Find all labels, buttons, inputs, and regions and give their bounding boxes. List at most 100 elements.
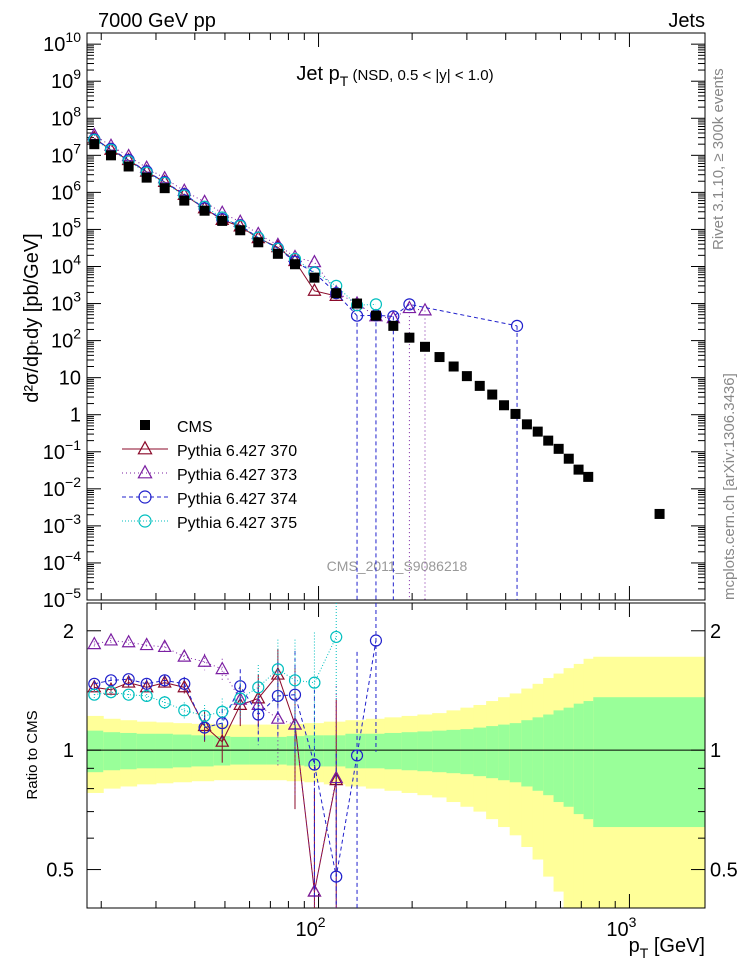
cms-point [404, 332, 415, 343]
y-tick-label: 1010 [43, 29, 81, 56]
y-tick-exp: 8 [73, 103, 81, 119]
series-point [307, 283, 322, 296]
cms-point [199, 205, 210, 216]
series-point [417, 302, 433, 316]
x-label-sub: T [640, 945, 649, 961]
cms-point [309, 272, 320, 283]
cms-point [159, 183, 170, 194]
ratio-point [157, 639, 172, 653]
ratio-tick-label-left: 1 [63, 740, 74, 762]
ratio-point [121, 674, 136, 688]
chart-title: Jet pT (NSD, 0.5 < |y| < 1.0) [296, 63, 493, 89]
y-tick-exp: 5 [73, 214, 81, 230]
legend-label: Pythia 6.427 374 [177, 491, 297, 508]
band-inner-bin [266, 736, 288, 765]
cms-point [448, 361, 459, 372]
series-point [369, 298, 383, 311]
cms-point [510, 408, 521, 419]
cms-point [89, 139, 100, 150]
cms-point [370, 310, 381, 321]
x-tick-base: 10 [606, 919, 628, 941]
band-inner-bin [543, 714, 555, 796]
y-tick-label: 1 [70, 405, 81, 427]
cms-point [331, 288, 342, 299]
band-inner-bin [593, 697, 706, 828]
band-inner-bin [172, 734, 192, 768]
cms-point [419, 341, 430, 352]
y-tick-exp: 2 [73, 326, 81, 342]
ratio-point [308, 676, 321, 689]
band-inner-bin [486, 726, 499, 779]
band-inner-bin [473, 727, 487, 777]
y-tick-base: 1 [70, 405, 81, 427]
y-tick-base: 10 [43, 590, 65, 612]
cms-point [105, 150, 116, 161]
axis-ticks [87, 33, 705, 909]
ratio-point [140, 677, 153, 690]
band-inner-bin [103, 732, 121, 771]
legend-label: Pythia 6.427 370 [177, 443, 297, 460]
y-tick-exp: 3 [73, 289, 81, 305]
ratio-series [87, 603, 383, 908]
band-inner-bin [365, 733, 386, 769]
ratio-point [177, 648, 192, 662]
y-tick-base: 10 [51, 256, 73, 278]
ratio-point [216, 705, 229, 718]
y-tick-label: 104 [51, 251, 81, 278]
cms-point [543, 435, 554, 446]
y-tick-exp: 7 [73, 140, 81, 156]
ratio-point [288, 674, 302, 687]
legend-marker [138, 514, 152, 528]
ratio-series-3 [88, 603, 343, 754]
ratio-y-axis-label: Ratio to CMS [24, 710, 41, 799]
band-inner-bin [553, 710, 565, 803]
ratio-point [330, 630, 343, 644]
ratio-tick-label-right: 1 [710, 740, 721, 762]
ratio-point [103, 681, 119, 695]
cms-point [388, 320, 399, 331]
y-tick-base: 10 [51, 294, 73, 316]
ratio-tick-labels: 2 2 1 1 0.5 0.5 [46, 621, 738, 882]
ratio-tick-label-left: 2 [63, 621, 74, 643]
y-tick-base: 10 [43, 553, 65, 575]
y-tick-label: 106 [51, 177, 81, 204]
x-tick-label: 102 [296, 914, 326, 941]
band-inner-bin [230, 736, 251, 765]
y-tick-base: 10 [43, 442, 65, 464]
series-2 [88, 133, 524, 332]
ratio-point [121, 634, 136, 648]
band-inner-bin [249, 736, 267, 765]
y-tick-label: 10−2 [43, 474, 81, 501]
band-inner-bin [401, 732, 418, 771]
ratio-point [215, 733, 230, 747]
cms-point [352, 298, 363, 309]
y-tick-label: 103 [51, 289, 81, 316]
band-inner-bin [573, 703, 585, 815]
series-point [330, 287, 343, 300]
ratio-point [87, 636, 102, 650]
y-tick-base: 10 [59, 368, 81, 390]
y-tick-exp: −2 [65, 474, 81, 490]
y-tick-exp: −4 [65, 548, 81, 564]
ratio-point [104, 674, 118, 687]
x-axis-label: pT [GeV] [629, 935, 705, 961]
main-frame [86, 32, 706, 601]
cms-point [235, 225, 246, 236]
y-tick-exp: −1 [65, 437, 81, 453]
band-inner-bin [432, 730, 448, 773]
y-tick-base: 10 [51, 331, 73, 353]
y-tick-label: 10−4 [43, 548, 81, 575]
y-tick-exp: 4 [73, 251, 81, 267]
ratio-point [350, 749, 364, 762]
ratio-tick-label-right: 2 [710, 621, 721, 643]
ratio-point [139, 637, 154, 651]
series-point [510, 319, 524, 332]
y-tick-base: 10 [51, 108, 73, 130]
cms-point [272, 248, 283, 259]
legend: CMS Pythia 6.427 370 Pythia 6.427 373 Pythi… [122, 419, 297, 532]
legend-marker [137, 464, 153, 479]
x-label-main: p [629, 935, 640, 957]
band-inner-bin [384, 732, 403, 770]
cms-point [253, 237, 264, 248]
